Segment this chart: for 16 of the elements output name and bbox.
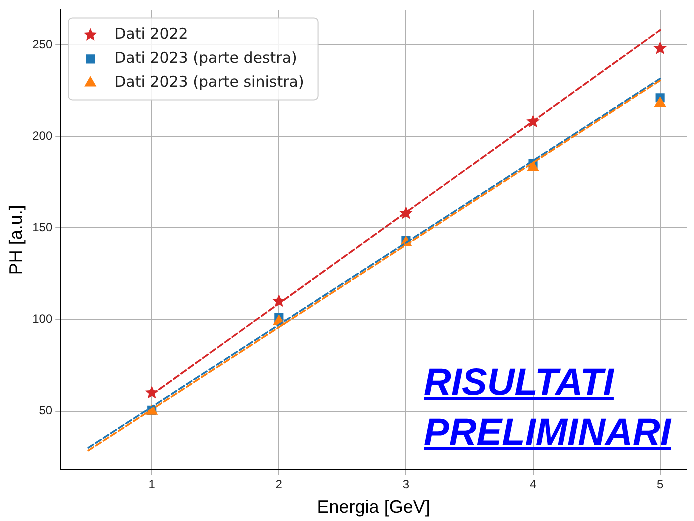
x-tick-label: 4 [530, 478, 537, 492]
legend-label: Dati 2022 [114, 25, 188, 44]
y-tick-label: 100 [32, 312, 53, 326]
x-tick-label: 2 [276, 478, 283, 492]
y-axis-title: PH [a.u.] [6, 205, 26, 276]
x-tick-label: 5 [656, 478, 664, 492]
y-tick-label: 150 [32, 220, 53, 235]
legend-label: Dati 2023 (parte sinistra) [114, 73, 304, 92]
x-axis-title: Energia [GeV] [317, 497, 430, 518]
y-tick-label: 250 [32, 37, 53, 52]
y-tick-label: 200 [32, 128, 53, 143]
x-tick-label: 1 [148, 478, 156, 492]
legend-label: Dati 2023 (parte destra) [114, 49, 298, 68]
annotation: RISULTATI PRELIMINARI [424, 361, 673, 456]
y-tick-label: 50 [39, 404, 53, 418]
x-tick-label: 3 [402, 478, 410, 492]
